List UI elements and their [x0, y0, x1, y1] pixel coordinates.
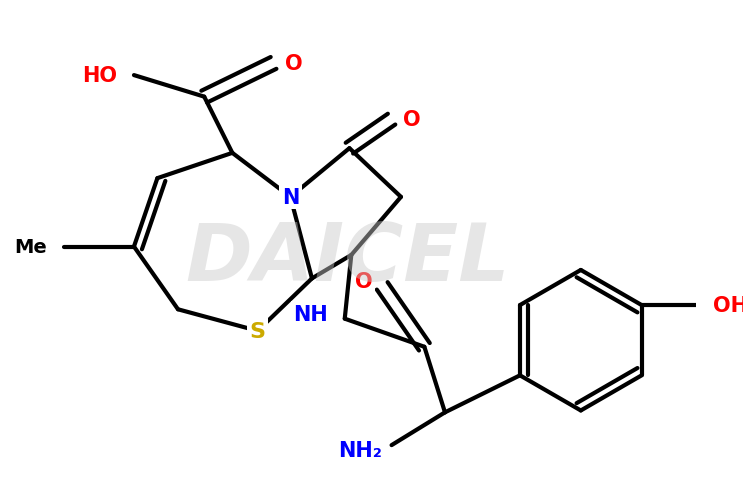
Text: Me: Me [14, 238, 47, 256]
Text: O: O [355, 272, 373, 291]
Text: N: N [282, 188, 299, 207]
Text: O: O [403, 110, 421, 130]
Text: NH: NH [293, 304, 328, 324]
Text: NH₂: NH₂ [338, 440, 382, 460]
Text: OH: OH [713, 296, 743, 315]
Text: HO: HO [82, 66, 117, 86]
Text: O: O [285, 54, 302, 74]
Text: DAICEL: DAICEL [186, 219, 510, 297]
Text: S: S [250, 321, 265, 341]
